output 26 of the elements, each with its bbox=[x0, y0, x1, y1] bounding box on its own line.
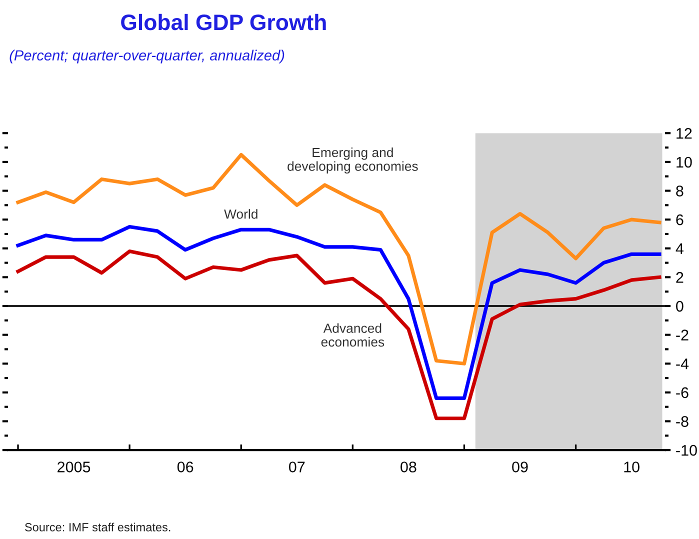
series-label: World bbox=[224, 209, 258, 219]
y-tick-label: -4 bbox=[676, 358, 689, 370]
y-tick-label: -6 bbox=[676, 387, 688, 398]
line-series bbox=[16, 224, 662, 400]
y-tick-label: 4 bbox=[676, 243, 684, 254]
y-tick-label: 0 bbox=[676, 300, 684, 312]
x-tick-label: 10 bbox=[624, 462, 640, 472]
y-tick-label: -8 bbox=[676, 416, 688, 427]
y-tick-label: 8 bbox=[676, 186, 684, 196]
y-tick-label: 12 bbox=[676, 128, 692, 139]
series-label: Emerging and developing economies bbox=[288, 147, 418, 174]
x-tick-label: 2005 bbox=[58, 462, 90, 472]
y-tick-label: 10 bbox=[676, 156, 692, 168]
x-tick-label: 09 bbox=[512, 462, 528, 472]
line-series bbox=[16, 249, 662, 420]
y-tick-label: 2 bbox=[676, 272, 684, 283]
x-tick-label: 06 bbox=[177, 462, 194, 472]
chart-title: Global GDP Growth bbox=[121, 14, 326, 30]
chart-subtitle: (Percent; quarter-over-quarter, annualized) bbox=[10, 50, 284, 64]
series-label: Advanced economies bbox=[321, 323, 384, 347]
y-tick-label: -10 bbox=[676, 444, 697, 456]
x-tick-label: 08 bbox=[400, 462, 416, 472]
source-note: Source: IMF staff estimates. bbox=[25, 522, 170, 532]
y-tick-label: 6 bbox=[676, 214, 684, 226]
y-tick-label: -2 bbox=[676, 330, 688, 340]
x-tick-label: 07 bbox=[288, 462, 305, 472]
